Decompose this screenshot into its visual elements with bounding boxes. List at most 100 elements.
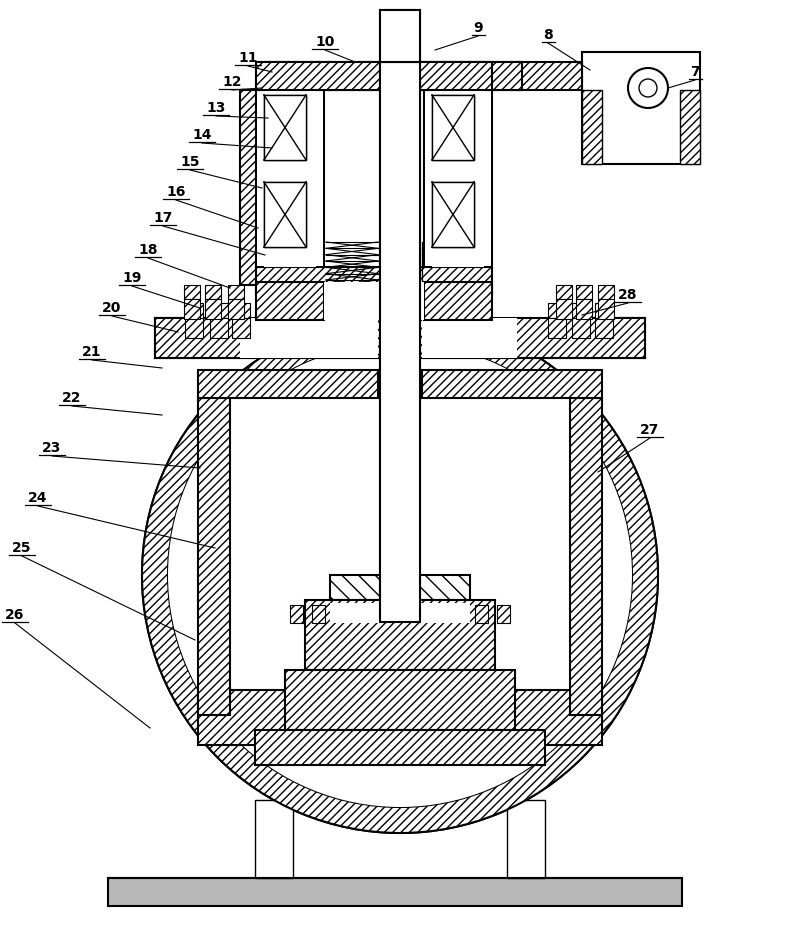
- Text: 23: 23: [42, 441, 62, 455]
- Bar: [256, 90, 324, 267]
- Bar: [432, 95, 474, 160]
- Bar: [380, 370, 420, 595]
- Bar: [232, 303, 250, 318]
- Bar: [108, 878, 682, 906]
- Bar: [572, 318, 590, 338]
- Text: 7: 7: [690, 65, 700, 79]
- Bar: [305, 600, 495, 670]
- Bar: [548, 303, 566, 318]
- Bar: [198, 370, 602, 730]
- Bar: [185, 303, 203, 318]
- Bar: [330, 603, 470, 623]
- Text: 22: 22: [62, 391, 82, 405]
- Bar: [572, 303, 590, 318]
- Bar: [198, 398, 230, 715]
- Text: 10: 10: [315, 35, 334, 49]
- Bar: [240, 90, 258, 285]
- Bar: [556, 285, 572, 299]
- Bar: [205, 299, 221, 319]
- Text: 26: 26: [6, 608, 25, 622]
- Bar: [576, 299, 592, 319]
- Text: 19: 19: [122, 271, 142, 285]
- Bar: [324, 282, 424, 320]
- Bar: [582, 52, 700, 164]
- Circle shape: [639, 79, 657, 97]
- Bar: [228, 285, 244, 299]
- Wedge shape: [142, 317, 658, 833]
- Bar: [255, 730, 545, 765]
- Text: 21: 21: [82, 345, 102, 359]
- Bar: [285, 670, 515, 730]
- Bar: [240, 318, 378, 358]
- Bar: [570, 398, 602, 715]
- Bar: [432, 182, 474, 247]
- Bar: [556, 299, 572, 319]
- Bar: [424, 282, 492, 320]
- Bar: [422, 318, 517, 358]
- Bar: [264, 90, 316, 267]
- Bar: [576, 285, 592, 299]
- Bar: [205, 285, 221, 299]
- Text: 24: 24: [28, 491, 48, 505]
- Bar: [548, 318, 566, 338]
- Text: 25: 25: [12, 541, 32, 555]
- Bar: [432, 182, 474, 247]
- Text: 14: 14: [192, 128, 212, 142]
- Bar: [422, 62, 522, 90]
- Bar: [184, 299, 200, 319]
- Bar: [312, 605, 325, 623]
- Bar: [228, 299, 244, 319]
- Bar: [380, 10, 420, 380]
- Bar: [680, 90, 700, 164]
- Bar: [582, 90, 602, 164]
- Bar: [422, 370, 602, 398]
- Bar: [255, 800, 293, 878]
- Text: 28: 28: [618, 288, 638, 302]
- Text: 13: 13: [206, 101, 226, 115]
- Bar: [198, 370, 378, 398]
- Bar: [432, 90, 484, 267]
- Text: 16: 16: [166, 185, 186, 199]
- Bar: [185, 318, 203, 338]
- Bar: [595, 318, 613, 338]
- Bar: [598, 285, 614, 299]
- Bar: [256, 267, 492, 295]
- Bar: [210, 318, 228, 338]
- Text: 9: 9: [473, 21, 483, 35]
- Bar: [264, 182, 306, 247]
- Bar: [155, 318, 645, 358]
- Bar: [425, 91, 491, 266]
- Bar: [198, 690, 602, 745]
- Bar: [380, 267, 420, 295]
- Text: 27: 27: [640, 423, 660, 437]
- Bar: [256, 62, 380, 90]
- Text: 20: 20: [102, 301, 122, 315]
- Bar: [380, 10, 420, 62]
- Text: 18: 18: [138, 243, 158, 257]
- Bar: [264, 95, 306, 160]
- Bar: [432, 95, 474, 160]
- Bar: [380, 62, 420, 622]
- Bar: [210, 303, 228, 318]
- Bar: [420, 62, 492, 90]
- Bar: [256, 282, 324, 320]
- Circle shape: [142, 317, 658, 833]
- Bar: [257, 91, 323, 266]
- Bar: [260, 62, 378, 90]
- Text: 11: 11: [238, 51, 258, 65]
- Bar: [264, 95, 306, 160]
- Bar: [598, 299, 614, 319]
- Circle shape: [628, 68, 668, 108]
- Text: 17: 17: [154, 211, 173, 225]
- Bar: [475, 605, 488, 623]
- Bar: [290, 605, 303, 623]
- Text: 15: 15: [180, 155, 200, 169]
- Bar: [330, 575, 470, 600]
- Bar: [424, 90, 492, 267]
- Bar: [497, 605, 510, 623]
- Bar: [507, 800, 545, 878]
- Text: 12: 12: [222, 75, 242, 89]
- Bar: [420, 62, 582, 90]
- Bar: [595, 303, 613, 318]
- Circle shape: [168, 343, 632, 807]
